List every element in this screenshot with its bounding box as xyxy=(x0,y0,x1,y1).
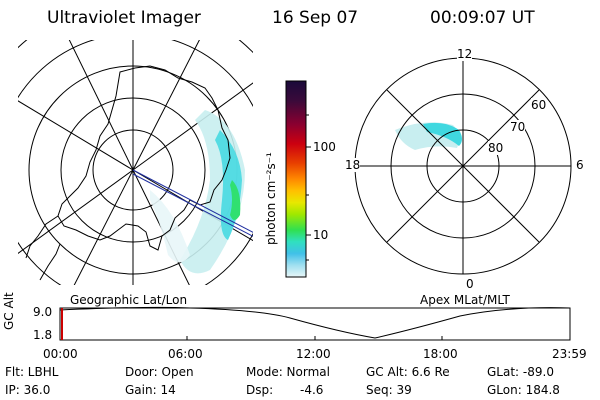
time-tick-0600: 06:00 xyxy=(168,347,203,361)
gain-info: Gain: 14 xyxy=(125,383,176,397)
time-tick-2359: 23:59 xyxy=(552,347,587,361)
mlt-label-6: 6 xyxy=(576,158,584,172)
instrument-title: Ultraviolet Imager xyxy=(47,8,201,28)
geographic-map xyxy=(18,40,253,285)
mlat-label-80: 80 xyxy=(488,141,504,155)
mlt-label-0: 0 xyxy=(466,277,474,291)
ip-info: IP: 36.0 xyxy=(5,383,51,397)
time-tick-1200: 12:00 xyxy=(296,347,331,361)
altitude-ylabel: GC Alt xyxy=(2,292,16,330)
mode-info: Mode: Normal xyxy=(246,365,330,379)
glat-info: GLat: -89.0 xyxy=(487,365,554,379)
door-info: Door: Open xyxy=(125,365,194,379)
dsp-label: Dsp: xyxy=(246,383,274,397)
colorbar xyxy=(285,80,311,278)
time-tick-1800: 18:00 xyxy=(423,347,458,361)
altitude-plot xyxy=(59,306,571,341)
left-panel-caption: Geographic Lat/Lon xyxy=(70,293,188,307)
altitude-ytick-high: 9.0 xyxy=(33,305,53,319)
altitude-ytick-low: 1.8 xyxy=(33,328,53,342)
magnetic-polar-plot xyxy=(354,57,572,275)
colorbar-tick-100: 100 xyxy=(313,140,336,154)
dsp-value: -4.6 xyxy=(300,383,324,397)
colorbar-tick-10: 10 xyxy=(313,228,329,242)
glon-info: GLon: 184.8 xyxy=(487,383,560,397)
date-label: 16 Sep 07 xyxy=(272,8,359,28)
seq-info: Seq: 39 xyxy=(366,383,412,397)
filter-info: Flt: LBHL xyxy=(5,365,59,379)
mlt-label-12: 12 xyxy=(457,47,473,61)
mlt-label-18: 18 xyxy=(345,158,361,172)
mlat-label-70: 70 xyxy=(510,120,526,134)
colorbar-unit-label: photon cm⁻²s⁻¹ xyxy=(264,152,278,245)
time-label: 00:09:07 UT xyxy=(430,8,535,28)
right-panel-caption: Apex MLat/MLT xyxy=(420,293,510,307)
mlat-label-60: 60 xyxy=(531,98,547,112)
time-tick-0000: 00:00 xyxy=(43,347,78,361)
gc-alt-info: GC Alt: 6.6 Re xyxy=(366,365,450,379)
